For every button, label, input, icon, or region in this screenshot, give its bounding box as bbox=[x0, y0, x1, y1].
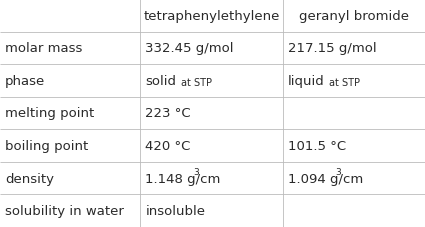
Text: density: density bbox=[5, 172, 54, 185]
Text: 3: 3 bbox=[193, 167, 199, 176]
Text: 332.45 g/mol: 332.45 g/mol bbox=[145, 42, 234, 55]
Text: at STP: at STP bbox=[329, 78, 360, 88]
Text: melting point: melting point bbox=[5, 107, 94, 120]
Text: insoluble: insoluble bbox=[145, 204, 205, 217]
Text: solubility in water: solubility in water bbox=[5, 204, 124, 217]
Text: phase: phase bbox=[5, 75, 45, 88]
Text: molar mass: molar mass bbox=[5, 42, 82, 55]
Text: 420 °C: 420 °C bbox=[145, 139, 191, 152]
Text: at STP: at STP bbox=[181, 78, 212, 88]
Text: 1.148 g/cm: 1.148 g/cm bbox=[145, 172, 221, 185]
Text: solid: solid bbox=[145, 75, 176, 88]
Text: 101.5 °C: 101.5 °C bbox=[288, 139, 346, 152]
Text: 3: 3 bbox=[336, 167, 342, 176]
Text: 217.15 g/mol: 217.15 g/mol bbox=[288, 42, 377, 55]
Text: 223 °C: 223 °C bbox=[145, 107, 191, 120]
Text: boiling point: boiling point bbox=[5, 139, 88, 152]
Text: geranyl bromide: geranyl bromide bbox=[299, 10, 409, 23]
Text: 1.094 g/cm: 1.094 g/cm bbox=[288, 172, 363, 185]
Text: tetraphenylethylene: tetraphenylethylene bbox=[143, 10, 280, 23]
Text: liquid: liquid bbox=[288, 75, 324, 88]
